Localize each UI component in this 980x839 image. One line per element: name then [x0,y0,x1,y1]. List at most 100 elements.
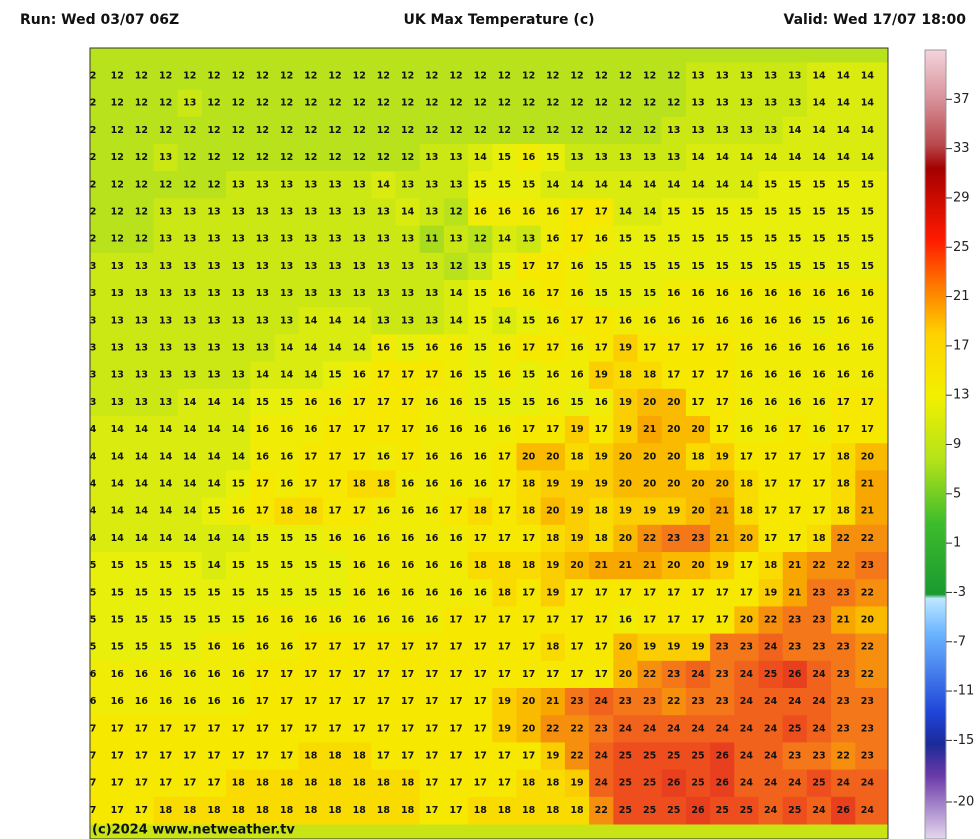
temperature-cell [177,171,203,199]
temperature-cell [492,252,517,281]
temperature-value: 13 [232,234,245,245]
temperature-value: 17 [788,533,801,544]
temperature-value: 26 [716,751,730,762]
temperature-value: 16 [425,479,439,490]
temperature-value: 23 [812,642,825,653]
temperature-value: 17 [837,424,850,435]
temperature-cell [443,579,469,607]
temperature-cell [347,715,372,743]
temperature-cell [153,688,179,716]
temperature-value: 15 [498,152,511,163]
temperature-value: 23 [740,642,753,653]
temperature-value: 24 [764,696,778,707]
temperature-cell [395,552,421,580]
temperature-cell [855,688,888,716]
temperature-value: 18 [546,533,560,544]
temperature-value: 14 [595,179,609,190]
temperature-value: 20 [522,723,536,734]
temperature-cell [734,361,759,390]
temperature-value: 18 [546,642,560,653]
temperature-cell [589,89,614,118]
temperature-value: 16 [377,615,391,626]
temperature-cell [468,742,493,771]
temperature-cell [516,443,542,471]
temperature-value: 17 [401,696,414,707]
temperature-value: 19 [764,587,777,598]
temperature-cell [492,443,517,471]
temperature-cell [855,552,888,580]
temperature-value: 17 [643,587,656,598]
temperature-cell [661,416,687,444]
temperature-cell [298,361,324,390]
temperature-value: 24 [764,751,778,762]
temperature-value: 12 [667,98,680,109]
temperature-value: 13 [401,179,414,190]
temperature-cell [153,742,179,771]
temperature-value: 13 [232,288,245,299]
temperature-value: 17 [425,669,438,680]
temperature-value: 18 [619,370,633,381]
temperature-value: 18 [498,805,512,816]
temperature-value: 18 [522,506,536,517]
temperature-cell [564,62,590,91]
temperature-value: 12 [256,125,269,136]
temperature-value: 18 [546,778,560,789]
temperature-value: 15 [522,179,535,190]
temperature-cell [589,769,614,798]
temperature-value: 17 [425,778,438,789]
temperature-cell [395,579,421,607]
temperature-cell [90,497,130,526]
temperature-cell [371,470,396,499]
temperature-value: 25 [716,805,729,816]
temperature-value: 17 [595,424,608,435]
temperature-value: 15 [764,234,777,245]
temperature-value: 1 [888,152,895,163]
temperature-cell [806,416,832,444]
temperature-cell [419,334,445,363]
temperature-cell [226,552,251,580]
temperature-value: 17 [304,642,317,653]
temperature-value: 14 [111,479,125,490]
temperature-cell [468,225,493,254]
temperature-value: 22 [546,723,559,734]
temperature-value: 16 [135,696,149,707]
temperature-value: 17 [498,615,511,626]
temperature-cell [855,225,888,254]
temperature-value: 12 [377,98,390,109]
temperature-cell [710,198,735,227]
temperature-cell [637,660,663,689]
temperature-value: 17 [377,751,390,762]
temperature-cell [540,388,566,417]
temperature-value: 15 [788,179,801,190]
temperature-cell [468,171,493,199]
temperature-cell [443,769,469,798]
temperature-cell [250,334,275,363]
temperature-value: 17 [667,343,680,354]
temperature-value: 24 [667,723,681,734]
temperature-value: 17 [716,370,729,381]
temperature-value: 13 [401,315,414,326]
temperature-cell [90,116,130,145]
temperature-cell [129,388,154,417]
temperature-cell [274,62,300,91]
temperature-value: 18 [183,805,197,816]
temperature-cell [274,606,300,635]
temperature-value: 12 [135,207,148,218]
temperature-value: 16 [740,424,754,435]
temperature-cell [201,198,227,227]
temperature-value: 16 [401,560,415,571]
temperature-cell [129,715,154,743]
temperature-value: 13 [328,234,341,245]
temperature-value: 14 [812,152,826,163]
temperature-value: 16 [280,642,294,653]
temperature-value: 16 [135,669,149,680]
temperature-cell [758,171,784,199]
temperature-cell [468,606,493,635]
temperature-cell [540,524,566,553]
temperature-cell [806,116,832,145]
temperature-value: 18 [837,479,851,490]
temperature-cell [782,62,808,91]
temperature-cell [637,742,663,771]
temperature-cell [734,633,759,662]
temperature-value: 12 [111,179,124,190]
